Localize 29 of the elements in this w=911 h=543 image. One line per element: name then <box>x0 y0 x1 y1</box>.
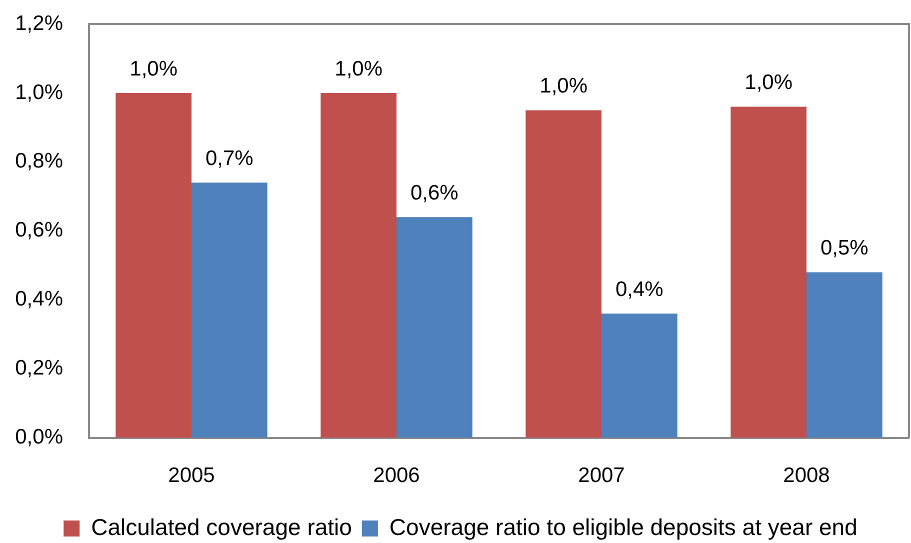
data-label: 0,4% <box>615 278 664 301</box>
x-tick-label: 2006 <box>373 464 420 488</box>
y-tick-label: 1,2% <box>15 12 63 35</box>
data-label: 0,7% <box>205 146 254 170</box>
x-tick-label: 2005 <box>168 464 215 488</box>
x-tick-label: 2008 <box>783 464 830 488</box>
y-tick-label: 0,4% <box>15 288 63 311</box>
data-label: 0,5% <box>820 236 868 260</box>
bar <box>116 92 192 438</box>
bar <box>320 92 396 438</box>
y-tick-label: 1,0% <box>15 80 63 104</box>
y-tick-label: 0,6% <box>15 218 63 242</box>
bar <box>526 110 602 438</box>
legend-label: Coverage ratio to eligible deposits at year end <box>389 514 858 540</box>
data-label: 1,0% <box>130 57 178 80</box>
y-tick-label: 0,8% <box>15 150 63 173</box>
x-tick-label: 2007 <box>578 464 625 488</box>
legend-label: Calculated coverage ratio <box>91 514 352 540</box>
bar <box>396 217 472 438</box>
bar <box>806 272 882 438</box>
bar <box>730 106 806 438</box>
bar <box>192 182 268 438</box>
y-tick-label: 0,2% <box>15 356 63 380</box>
y-tick-label: 0,0% <box>15 426 63 449</box>
data-label: 1,0% <box>334 57 383 80</box>
data-label: 1,0% <box>540 74 588 98</box>
bar <box>602 314 678 438</box>
data-label: 1,0% <box>744 71 793 94</box>
data-label: 0,6% <box>410 181 458 204</box>
